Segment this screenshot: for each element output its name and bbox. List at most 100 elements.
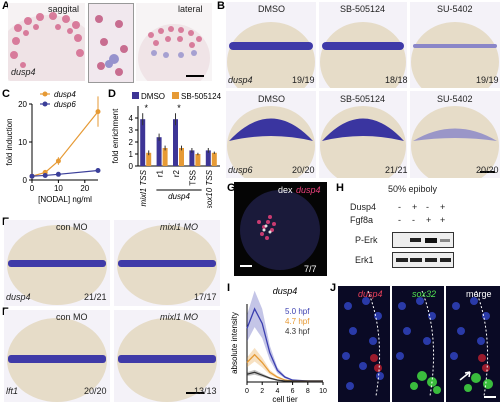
panel-h-sign-1-4: +	[440, 202, 446, 212]
d-y-label: fold enrichment	[111, 108, 120, 163]
d-bar	[195, 154, 201, 166]
panel-h-sign-1-2: +	[412, 202, 418, 212]
c-y-tick-label: 10	[18, 138, 27, 147]
panel-e-mixl1-label: mixl1 MO	[160, 222, 198, 232]
panel-h-sign-2-1: -	[398, 215, 401, 225]
d-category-label: sox10 TSS	[205, 169, 214, 208]
d-bar	[211, 152, 217, 166]
i-series-band	[247, 347, 323, 382]
panel-j-sox32-image: sox32	[392, 286, 444, 402]
chart-i: dusp4 0 2 4 6 8 10 cell tier absolute intensity 5…	[230, 286, 327, 404]
panel-f-count-2: 13/13	[194, 386, 217, 396]
panel-g-dex-label: dex	[278, 185, 293, 195]
panel-b-bottom-count-2: 21/21	[385, 165, 408, 175]
panel-b-top-sb-label: SB-505124	[340, 4, 386, 14]
panel-g-gene-label: dusp4	[296, 185, 321, 195]
panel-j-dusp4-image: dusp4	[338, 286, 390, 402]
i-x-tick-label: 10	[319, 388, 327, 395]
panel-h-title: 50% epiboly	[388, 184, 438, 194]
panel-h-erk1-label: Erk1	[355, 255, 374, 265]
c-x-label: [NODAL] ng/ml	[38, 195, 92, 204]
chart-c: 0 10 20 0 10 20 [NODAL] ng/ml fold induction dus…	[5, 90, 101, 204]
panel-j-c2-label: sox32	[412, 289, 437, 299]
panel-e-con-image	[4, 220, 110, 306]
c-point	[55, 171, 61, 177]
panel-b-top-count-3: 19/19	[476, 75, 499, 85]
d-legend-label: DMSO	[141, 92, 165, 101]
panel-letter-c: C	[2, 88, 10, 100]
panel-h-row2-label: Fgf8a	[350, 215, 374, 225]
panel-b-bottom-su-label: SU-5402	[437, 94, 473, 104]
panel-g-image: dex dusp4 7/7	[234, 182, 327, 276]
d-y-tick-label: 1	[129, 150, 134, 159]
d-y-tick-label: 0	[129, 162, 134, 171]
panel-letter-j: J	[330, 282, 337, 294]
c-y-tick-label: 20	[18, 100, 27, 109]
panel-h-sign-2-2: -	[412, 215, 415, 225]
d-category-label: r1	[156, 169, 165, 177]
d-category-label: mixl1 TSS	[139, 169, 148, 206]
i-x-tick-label: 6	[291, 388, 295, 395]
d-legend-swatch	[132, 92, 139, 99]
panel-h-sign-1-3: -	[426, 202, 429, 212]
panel-f-mixl1-image	[114, 310, 220, 402]
d-bar	[156, 137, 162, 166]
panel-letter-d: D	[108, 88, 116, 100]
d-legend-swatch	[172, 92, 179, 99]
panel-b-top-gene: dusp4	[228, 75, 253, 85]
c-point	[95, 109, 101, 115]
panel-letter-g: G	[227, 182, 236, 194]
i-x-tick-label: 8	[306, 388, 310, 395]
panel-h-sign-2-4: +	[440, 215, 446, 225]
d-bar	[179, 148, 184, 166]
panel-b-top-su-label: SU-5402	[437, 4, 473, 14]
panel-g-count: 7/7	[304, 264, 317, 274]
panel-b-bottom-count-1: 20/20	[292, 165, 315, 175]
panel-b-top-count-1: 19/19	[292, 75, 315, 85]
panel-h-sign-1-1: -	[398, 202, 401, 212]
c-x-tick-label: 20	[80, 184, 89, 193]
panel-b-top-dmso-label: DMSO	[258, 4, 285, 14]
i-legend-label: 4.7 hpf	[285, 317, 310, 326]
d-legend-label: SB-505124	[181, 92, 222, 101]
panel-a-lateral-title: lateral	[178, 4, 203, 14]
i-y-label: absolute intensity	[230, 312, 239, 374]
d-bar	[205, 150, 211, 166]
i-x-tick-label: 2	[260, 388, 264, 395]
d-bar	[189, 150, 195, 166]
i-x-label: cell tier	[272, 395, 298, 404]
c-point	[55, 158, 61, 164]
panel-letter-a: A	[2, 0, 10, 12]
i-series-line	[246, 371, 323, 382]
panel-e-mixl1-image	[114, 220, 220, 306]
d-bar	[162, 148, 168, 166]
panel-f-count-1: 20/20	[84, 386, 107, 396]
panel-b-bottom-dmso-label: DMSO	[258, 94, 285, 104]
panel-b-top-count-2: 18/18	[385, 75, 408, 85]
panel-f-con-label: con MO	[56, 312, 88, 322]
c-series-line	[31, 169, 99, 177]
i-series-band	[247, 290, 323, 382]
panel-j-c3-label: merge	[466, 289, 492, 299]
d-y-tick-label: 2	[129, 138, 134, 147]
c-series-line	[31, 111, 99, 177]
panel-h-blot-perk	[392, 232, 454, 248]
c-legend-label: dusp6	[54, 100, 76, 109]
d-y-tick-label: 4	[129, 114, 134, 123]
panel-e-count-1: 21/21	[84, 292, 107, 302]
c-point	[95, 168, 101, 173]
c-y-label: fold induction	[5, 118, 14, 165]
c-x-tick-label: 0	[30, 184, 35, 193]
panel-b-top-su	[410, 2, 500, 88]
panel-j-c1-label: dusp4	[358, 289, 383, 299]
panel-f-con-image	[4, 310, 110, 402]
panel-e-count-2: 17/17	[194, 292, 217, 302]
panel-a-saggital-title: saggital	[48, 4, 80, 14]
i-x-tick-label: 4	[275, 388, 279, 395]
panel-f-mixl1-label: mixl1 MO	[160, 312, 198, 322]
panel-h-blot-erk1	[392, 252, 454, 268]
panel-e-con-label: con MO	[56, 222, 88, 232]
panel-h-sign-2-3: +	[426, 215, 432, 225]
panel-b-bottom-sb-label: SB-505124	[340, 94, 386, 104]
panel-letter-b: B	[217, 0, 225, 12]
